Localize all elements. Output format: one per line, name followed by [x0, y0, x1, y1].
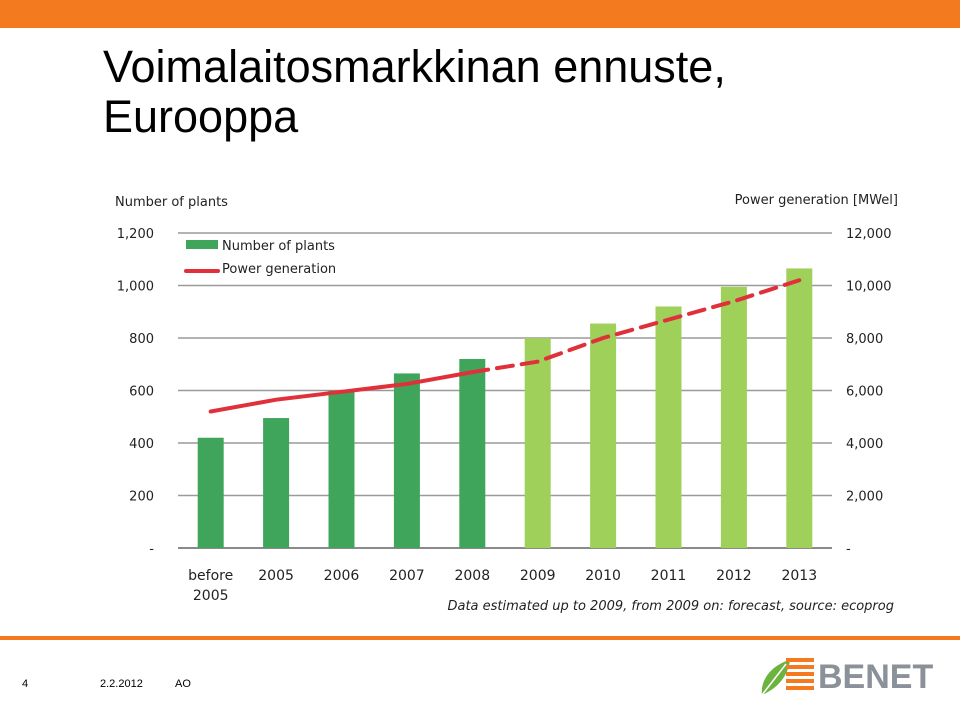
slide-title-line-1: Voimalaitosmarkkinan ennuste,: [103, 41, 726, 92]
bar: [263, 418, 290, 548]
left-tick-label: 1,000: [117, 280, 154, 295]
power-line-forecast: [470, 278, 802, 375]
category-label: 2005: [258, 568, 294, 584]
bar: [393, 373, 420, 548]
right-tick-label: 2,000: [846, 490, 883, 505]
category-label: 2007: [389, 568, 425, 584]
right-tick-label: -: [846, 542, 851, 557]
page-number: 4: [22, 678, 29, 690]
category-label: before 2005: [188, 568, 233, 604]
bar: [197, 437, 224, 548]
bar: [655, 306, 682, 548]
category-label: 2013: [781, 568, 817, 584]
left-tick-label: 800: [129, 332, 154, 347]
slide-title: Voimalaitosmarkkinan ennuste, Eurooppa: [103, 42, 726, 142]
right-axis-title: Power generation [MWel]: [735, 193, 898, 208]
category-label: 2011: [651, 568, 687, 584]
benet-logo: BENET: [761, 658, 933, 696]
left-axis-ticks: - 200 400 600 800 1,000 1,200: [117, 227, 155, 557]
right-tick-label: 4,000: [846, 437, 883, 452]
legend-swatch-plants: [186, 240, 218, 249]
chart-source-note: Data estimated up to 2009, from 2009 on:…: [447, 599, 894, 614]
bar: [786, 268, 813, 548]
category-label: 2006: [324, 568, 360, 584]
category-label: 2009: [520, 568, 556, 584]
left-tick-label: 1,200: [117, 227, 154, 242]
left-tick-label: 400: [129, 437, 154, 452]
chart: Number of plants Power generation [MWel]…: [115, 193, 898, 614]
left-tick-label: 600: [129, 385, 154, 400]
right-tick-label: 12,000: [846, 227, 892, 242]
bar: [328, 390, 355, 548]
legend-label-plants: Number of plants: [222, 239, 335, 254]
bar: [524, 338, 551, 548]
footer-author: AO: [175, 678, 191, 690]
top-accent-bar: [0, 0, 960, 28]
slide-title-line-2: Eurooppa: [103, 91, 299, 142]
category-label: 2010: [585, 568, 621, 584]
legend-label-power: Power generation: [222, 262, 336, 277]
bar: [720, 286, 747, 548]
right-axis-ticks: - 2,000 4,000 6,000 8,000 10,000 12,000: [846, 227, 892, 557]
logo-wordmark: BENET: [818, 658, 933, 696]
left-axis-title: Number of plants: [115, 195, 228, 210]
category-label: 2008: [454, 568, 490, 584]
category-label: 2012: [716, 568, 752, 584]
left-tick-label: 200: [129, 490, 154, 505]
bars: [197, 268, 813, 548]
legend: Number of plants Power generation: [184, 239, 336, 277]
category-labels: before 2005 2005 2006 2007 2008 2009 2010 2011 20…: [188, 568, 817, 604]
bar: [590, 323, 617, 548]
footer-date: 2.2.2012: [100, 678, 143, 690]
left-tick-label: -: [149, 542, 154, 557]
footer-divider: [0, 636, 960, 640]
power-generation-line: [208, 278, 802, 414]
right-tick-label: 8,000: [846, 332, 883, 347]
logo-stripes: [786, 658, 814, 690]
right-tick-label: 10,000: [846, 280, 892, 295]
right-tick-label: 6,000: [846, 385, 883, 400]
bar: [459, 359, 486, 548]
leaf-icon: [761, 660, 790, 696]
